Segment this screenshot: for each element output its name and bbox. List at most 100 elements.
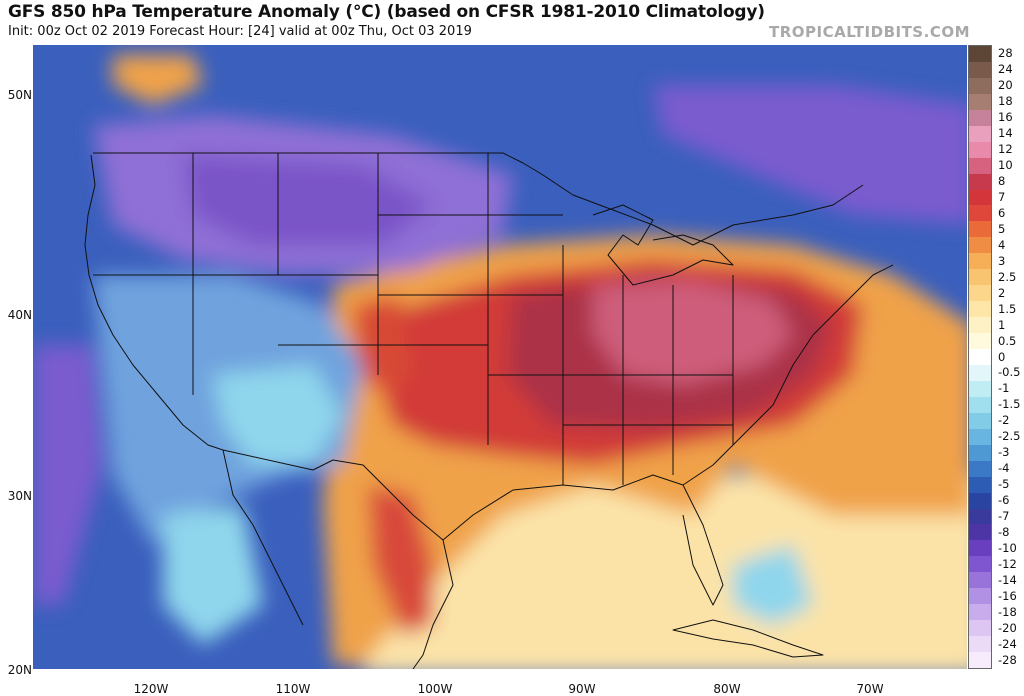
us-west-coast <box>84 154 224 451</box>
colorbar-swatch <box>969 157 991 175</box>
colorbar-swatch <box>969 109 991 127</box>
colorbar-swatch <box>969 46 991 63</box>
colorbar-label: -7 <box>998 508 1010 523</box>
colorbar-label: 7 <box>998 190 1006 204</box>
colorbar-label: -1.5 <box>998 397 1021 412</box>
brand-watermark: TROPICALTIDBITS.COM <box>769 23 970 41</box>
colorbar-swatch <box>969 396 991 414</box>
pacific-purple-region <box>33 345 103 605</box>
colorbar-label: 4 <box>998 237 1006 252</box>
lon-label-90w: 90W <box>568 682 596 696</box>
colorbar-label: -0.5 <box>998 365 1021 380</box>
colorbar-swatch <box>969 301 991 318</box>
colorbar-label: -28 <box>998 652 1017 667</box>
mexico-coast <box>412 539 454 669</box>
colorbar-label: 24 <box>998 62 1013 77</box>
great-lakes <box>592 204 734 286</box>
lon-label-110w: 110W <box>275 682 311 696</box>
colorbar-label: -18 <box>998 604 1017 619</box>
caribbean-cyan-patch <box>733 545 813 625</box>
state-lines-vertical <box>192 153 734 485</box>
colorbar-swatch <box>969 333 991 350</box>
colorbar-swatch <box>969 476 991 494</box>
colorbar-label: 2 <box>998 285 1006 300</box>
northwest-warm-patch <box>113 55 203 105</box>
pink-anomaly-region <box>593 280 793 385</box>
colorbar-swatch <box>969 620 991 637</box>
us-mexico-border <box>222 449 444 541</box>
colorbar-label: 8 <box>998 174 1006 189</box>
colorbar-swatch <box>969 524 991 541</box>
atlantic-coast <box>682 264 894 486</box>
colorbar-label: -12 <box>998 556 1017 571</box>
colorbar-label: -1 <box>998 381 1010 396</box>
us-canada-border <box>93 152 864 246</box>
colorbar-swatch <box>969 237 991 254</box>
colorbar-label: -16 <box>998 588 1017 603</box>
colorbar-swatch <box>969 364 991 382</box>
cyan-patch-west <box>213 365 343 465</box>
colorbar-swatch <box>969 508 991 525</box>
colorbar-swatch <box>969 141 991 159</box>
colorbar-label: 16 <box>998 110 1013 125</box>
colorbar-swatch <box>969 572 991 589</box>
colorbar-label: 10 <box>998 158 1013 173</box>
colorbar-swatch <box>969 492 991 509</box>
colorbar-swatch <box>969 253 991 270</box>
cuba-outline <box>672 619 824 658</box>
colorbar-swatch <box>969 556 991 573</box>
colorbar-swatch <box>969 588 991 605</box>
map-subtitle: Init: 00z Oct 02 2019 Forecast Hour: [24… <box>8 24 472 39</box>
colorbar-swatch <box>969 93 991 111</box>
lon-label-100w: 100W <box>417 682 453 696</box>
lon-label-120w: 120W <box>133 682 169 696</box>
colorbar-label: -14 <box>998 572 1017 587</box>
colorbar-swatch <box>969 444 991 462</box>
anomaly-map <box>33 45 967 669</box>
colorbar-label: 18 <box>998 94 1013 109</box>
colorbar-label: 28 <box>998 46 1013 61</box>
colorbar-swatch <box>969 285 991 302</box>
colorbar-label: -5 <box>998 477 1010 492</box>
colorbar-swatch <box>969 652 991 669</box>
lat-label-40n: 40N <box>7 308 32 322</box>
state-lines-horizontal <box>93 214 733 426</box>
colorbar-swatch <box>969 221 991 238</box>
colorbar-label: -10 <box>998 540 1017 555</box>
colorbar-label: 20 <box>998 78 1013 93</box>
colorbar <box>968 45 992 669</box>
colorbar-label: -20 <box>998 620 1017 635</box>
colorbar-swatch <box>969 636 991 653</box>
lat-label-50n: 50N <box>7 88 32 102</box>
lat-label-20n: 20N <box>7 663 32 677</box>
map-title: GFS 850 hPa Temperature Anomaly (°C) (ba… <box>8 2 765 22</box>
colorbar-swatch <box>969 205 991 222</box>
canada-east-purple-region <box>653 85 967 225</box>
colorbar-swatch <box>969 269 991 286</box>
colorbar-swatch <box>969 61 991 79</box>
colorbar-swatch <box>969 380 991 398</box>
colorbar-swatch <box>969 540 991 557</box>
colorbar-label: -8 <box>998 524 1010 539</box>
colorbar-label: -6 <box>998 493 1010 508</box>
colorbar-label: 6 <box>998 205 1006 220</box>
lat-label-30n: 30N <box>7 489 32 503</box>
colorbar-label: 2.5 <box>998 269 1017 284</box>
colorbar-label: 3 <box>998 253 1006 268</box>
mexico-red-tongue <box>368 485 433 635</box>
colorbar-label: 14 <box>998 126 1013 141</box>
colorbar-label: 0.5 <box>998 333 1017 348</box>
colorbar-swatch <box>969 349 991 366</box>
colorbar-label: -2 <box>998 413 1010 428</box>
cyan-patch-pacific <box>163 505 263 645</box>
colorbar-swatch <box>969 173 991 191</box>
colorbar-swatch <box>969 428 991 446</box>
colorbar-swatch <box>969 189 991 206</box>
colorbar-swatch <box>969 604 991 621</box>
lon-label-80w: 80W <box>713 682 741 696</box>
lon-label-70w: 70W <box>856 682 884 696</box>
colorbar-label: 1.5 <box>998 301 1017 316</box>
colorbar-label: -4 <box>998 461 1010 476</box>
colorbar-label: -2.5 <box>998 429 1021 444</box>
colorbar-label: 0 <box>998 349 1006 364</box>
